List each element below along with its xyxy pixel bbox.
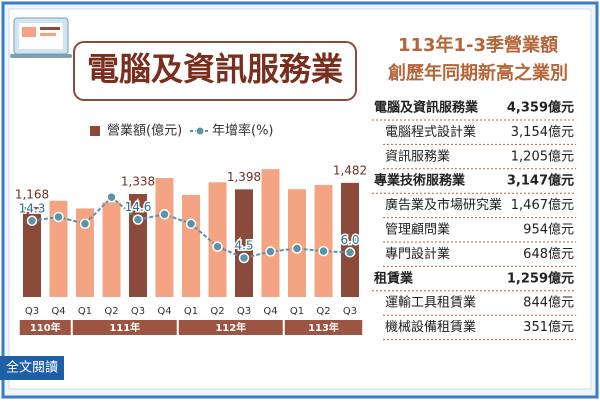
table-title: 創歷年同期新高之業別 — [387, 62, 568, 84]
line-marker — [53, 211, 64, 223]
line-value-label: 14.3 — [19, 201, 46, 215]
line-marker — [238, 252, 250, 264]
sub-industry: 資訊服務業 — [385, 148, 450, 164]
bar — [235, 189, 253, 297]
line-value-label: 14.6 — [125, 200, 152, 214]
legend-marker — [195, 126, 205, 136]
sub-industry: 電腦程式設計業 — [385, 124, 476, 140]
bar-value-label: 1,338 — [121, 174, 155, 188]
read-button[interactable] — [0, 356, 64, 380]
bar — [288, 189, 306, 297]
line-marker — [212, 241, 223, 252]
line-marker — [79, 218, 91, 230]
line-marker — [344, 247, 356, 258]
x-tick-label: Q2 — [104, 306, 118, 317]
legend-label: 年增率(%) — [212, 123, 274, 139]
industry-value: 844億元 — [523, 295, 574, 311]
line-marker — [318, 245, 329, 257]
chart-title: 電腦及資訊服務業 — [87, 50, 343, 88]
bar-value-label: 1,398 — [227, 170, 261, 184]
year-label: 110年 — [30, 321, 61, 334]
line-marker — [291, 243, 303, 254]
bar — [155, 178, 174, 297]
sub-industry: 機械設備租賃業 — [385, 319, 476, 335]
line-value-label: 6.0 — [340, 233, 359, 247]
x-tick-label: Q2 — [210, 306, 224, 317]
x-tick-label: Q3 — [25, 306, 39, 317]
x-tick-label: Q1 — [78, 306, 92, 317]
year-label: 112年 — [215, 321, 246, 334]
industry: 電腦及資訊服務業 — [374, 100, 479, 116]
sub-industry: 廣告業及市場研究業 — [385, 197, 502, 213]
table-title: 113年1-3季營業額 — [398, 34, 558, 56]
x-tick-label: Q4 — [157, 306, 171, 317]
x-tick-label: Q4 — [51, 306, 65, 317]
x-tick-label: Q2 — [316, 306, 330, 317]
year-band — [19, 320, 71, 335]
line-marker — [132, 214, 144, 225]
bar — [76, 208, 94, 297]
year-band — [72, 320, 177, 335]
sub-industry: 運輸工具租賃業 — [385, 295, 476, 311]
laptop-icon — [10, 17, 72, 58]
year-band — [178, 320, 283, 335]
bar-value-label: 1,168 — [15, 188, 49, 202]
bar — [23, 207, 41, 297]
bar — [341, 182, 359, 297]
industry-value: 3,154億元 — [511, 124, 574, 140]
year-label: 111年 — [109, 321, 140, 334]
line-marker — [159, 209, 170, 220]
read-button-label[interactable]: 全文閱讀 — [6, 360, 58, 376]
bar — [261, 169, 280, 297]
industry: 專業技術服務業 — [374, 173, 466, 189]
legend-label: 營業額(億元) — [107, 123, 182, 139]
title-box — [73, 41, 357, 101]
line-marker — [106, 191, 117, 203]
x-tick-label: Q3 — [237, 306, 251, 317]
industry-value: 648億元 — [523, 246, 574, 262]
x-tick-label: Q4 — [263, 306, 277, 317]
year-band — [284, 320, 363, 335]
year-label: 113年 — [308, 321, 339, 334]
line-marker — [185, 218, 197, 230]
x-tick-label: Q3 — [131, 306, 145, 317]
industry-value: 954億元 — [523, 222, 574, 238]
bar — [182, 194, 200, 297]
bar — [208, 182, 227, 297]
line-marker — [265, 246, 276, 257]
industry-value: 3,147億元 — [507, 173, 574, 189]
industry-value: 1,259億元 — [507, 270, 574, 286]
industry-value: 4,359億元 — [507, 100, 574, 116]
sub-industry: 專門設計業 — [385, 246, 450, 262]
sub-industry: 管理顧問業 — [385, 222, 450, 238]
industry: 租賃業 — [374, 270, 414, 286]
legend-swatch — [90, 126, 100, 136]
line-marker — [26, 215, 38, 227]
bar — [49, 200, 68, 297]
x-tick-label: Q1 — [290, 306, 304, 317]
x-tick-label: Q3 — [343, 306, 357, 317]
bar-value-label: 1,482 — [333, 163, 367, 177]
industry-value: 351億元 — [523, 319, 574, 335]
bar — [314, 184, 333, 297]
line-value-label: 4.5 — [234, 239, 253, 253]
industry-value: 1,467億元 — [511, 197, 574, 213]
bar — [102, 202, 121, 297]
industry-value: 1,205億元 — [511, 148, 574, 164]
x-tick-label: Q1 — [184, 306, 198, 317]
